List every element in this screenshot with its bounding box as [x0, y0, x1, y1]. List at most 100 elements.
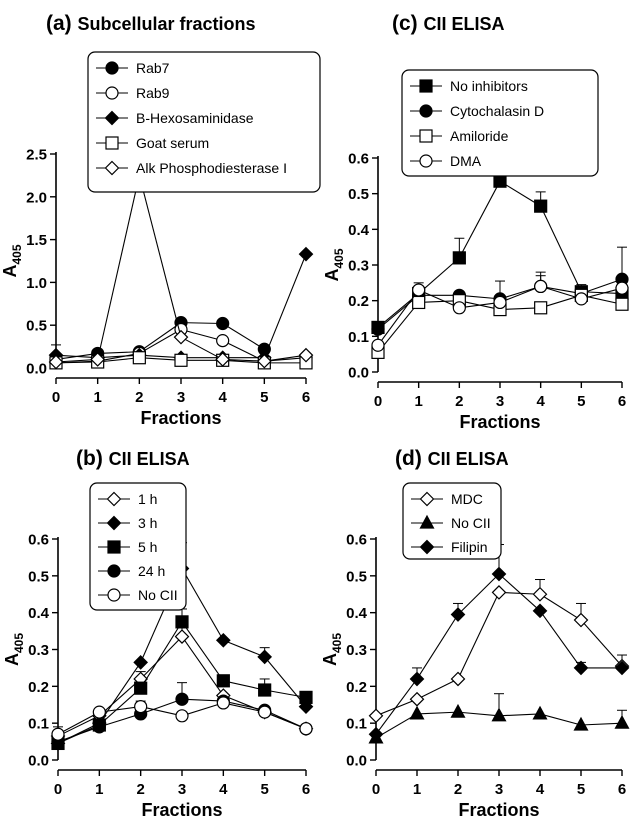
chart-title-label: (d) — [395, 447, 428, 470]
x-tick-label: 4 — [536, 393, 545, 410]
y-axis-label-sub: 405 — [332, 248, 346, 268]
legend-item: No inhibitors — [410, 78, 528, 94]
legend-marker — [419, 514, 435, 529]
legend-marker — [104, 160, 120, 176]
data-point — [174, 353, 188, 367]
y-tick-label: 0.5 — [28, 568, 49, 585]
series-line — [99, 706, 141, 713]
series-line — [457, 573, 500, 615]
legend-item: Rab9 — [96, 85, 170, 101]
data-point — [573, 716, 589, 731]
y-tick-label: 0.3 — [348, 258, 369, 275]
legend-item: Amiloride — [410, 128, 509, 144]
y-axis-label-main: A — [2, 653, 22, 666]
data-point — [573, 660, 589, 676]
data-point — [532, 603, 548, 619]
series-no-cii — [51, 696, 313, 741]
series-line — [499, 307, 541, 311]
chart-title-text: CII ELISA — [109, 449, 190, 469]
legend-marker — [419, 539, 435, 555]
y-tick-label: 0.5 — [26, 318, 47, 335]
series-line — [457, 711, 500, 717]
y-tick-label: 0.6 — [346, 532, 367, 549]
legend-item: DMA — [410, 153, 482, 169]
data-point — [215, 632, 231, 648]
y-tick-label: 0.4 — [346, 605, 368, 622]
series-line — [97, 351, 140, 354]
data-point — [450, 703, 466, 718]
legend-item: Cytochalasin D — [410, 103, 544, 119]
series-line — [138, 175, 182, 338]
series-line — [181, 636, 224, 696]
y-tick-label: 0.6 — [348, 151, 369, 168]
series-line — [223, 695, 265, 713]
y-tick-label: 1.5 — [26, 232, 47, 249]
data-point — [534, 301, 548, 315]
series-line — [139, 357, 182, 361]
x-tick-label: 5 — [260, 781, 268, 798]
series-line — [418, 300, 460, 303]
series-line — [180, 328, 223, 342]
legend-marker — [106, 515, 122, 531]
series-line — [139, 329, 182, 354]
data-point — [258, 683, 272, 697]
data-point — [614, 660, 630, 676]
series-line — [499, 180, 541, 207]
y-tick-label: 0.4 — [348, 222, 370, 239]
series-line — [581, 287, 623, 300]
x-tick-label: 6 — [618, 393, 626, 410]
series-line — [139, 322, 182, 353]
data-point — [215, 352, 231, 367]
series-line — [377, 289, 420, 346]
chart-title-text: Subcellular fractions — [78, 14, 256, 34]
series-line — [55, 361, 98, 364]
series-line — [57, 711, 100, 735]
series-line — [181, 702, 224, 717]
legend-marker — [105, 61, 119, 75]
x-tick-label: 4 — [536, 781, 545, 798]
data-point — [573, 612, 589, 628]
data-point — [298, 246, 314, 262]
series-line — [540, 294, 582, 309]
series-line — [98, 678, 142, 717]
series-line — [222, 323, 265, 350]
series-line — [459, 301, 501, 309]
data-point — [134, 699, 148, 714]
series-line — [375, 678, 418, 735]
x-axis-label: Fractions — [140, 408, 221, 428]
chart-title: (a) Subcellular fractions — [46, 12, 256, 35]
x-axis-label: Fractions — [458, 800, 539, 820]
series-line — [57, 726, 100, 743]
data-point — [452, 301, 466, 315]
series-line — [223, 680, 265, 691]
x-tick-label: 0 — [54, 781, 62, 798]
data-point — [574, 292, 588, 306]
series-line — [181, 568, 224, 641]
data-point — [175, 709, 189, 723]
chart-title: (d) CII ELISA — [395, 447, 509, 470]
data-point — [493, 295, 507, 310]
legend-marker — [419, 491, 435, 507]
x-tick-label: 6 — [302, 781, 310, 798]
y-tick-label: 0.6 — [28, 532, 49, 549]
y-axis-label: A405 — [322, 248, 346, 281]
y-axis-label-sub: 405 — [12, 633, 26, 653]
series-line — [140, 698, 183, 715]
legend-label: Cytochalasin D — [450, 103, 544, 119]
y-tick-label: 0.0 — [348, 365, 369, 382]
legend-marker — [107, 540, 121, 554]
series-line — [140, 636, 183, 680]
series-line — [181, 621, 224, 682]
series-line — [98, 662, 142, 724]
series-line — [139, 354, 182, 359]
legend-label: 24 h — [138, 563, 165, 579]
y-tick-label: 0.1 — [348, 329, 369, 346]
y-tick-label: 0.0 — [26, 361, 47, 378]
data-point — [412, 295, 426, 310]
legend-marker — [107, 564, 121, 578]
y-tick-label: 0.5 — [348, 186, 369, 203]
series-line — [55, 358, 98, 363]
series-line — [418, 257, 460, 294]
x-tick-label: 1 — [93, 389, 101, 406]
legend: MDC No CII Filipin — [402, 482, 502, 560]
